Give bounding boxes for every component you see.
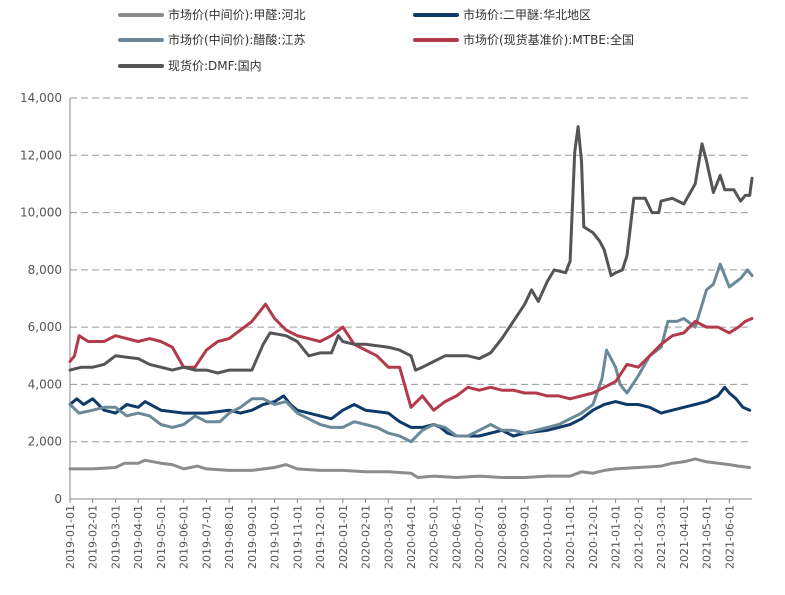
gridlines [70,97,752,443]
y-tick-label: 2,000 [28,435,62,449]
y-tick-label: 6,000 [28,320,62,334]
series-line-1 [68,457,752,479]
x-tick-label: 2019-04-01 [132,505,145,569]
x-tick-label: 2020-01-01 [337,505,350,569]
x-tick-label: 2021-06-01 [723,505,736,569]
x-tick-label: 2021-05-01 [701,505,714,569]
x-tick-label: 2021-04-01 [678,505,691,569]
x-tick-label: 2019-12-01 [314,505,327,569]
series-line-3 [68,262,754,444]
y-tick-label: 0 [54,492,62,506]
legend-label-1: 市场价(中间价):甲醛:河北 [168,7,305,22]
x-axis: 2019-01-01 2019-02-01 2019-03-01 2019-04-01… [64,498,752,569]
series-lines [68,125,754,479]
y-tick-label: 4,000 [28,377,62,391]
x-tick-label: 2019-03-01 [109,505,122,569]
legend-label-2: 市场价:二甲醚:华北地区 [463,7,591,22]
x-tick-label: 2019-10-01 [269,505,282,569]
x-tick-label: 2019-11-01 [291,505,304,569]
legend-label-4: 市场价(现货基准价):MTBE:全国 [463,32,634,47]
series-line-4 [68,302,754,412]
legend-label-3: 市场价(中间价):醋酸:江苏 [168,32,305,47]
x-tick-label: 2019-08-01 [223,505,236,569]
legend-label-5: 现货价:DMF:国内 [168,58,262,73]
y-tick-label: 14,000 [20,91,62,105]
x-tick-label: 2019-06-01 [178,505,191,569]
x-tick-label: 2019-07-01 [200,505,213,569]
x-tick-label: 2019-09-01 [246,505,259,569]
x-tick-label: 2020-11-01 [564,505,577,569]
x-tick-label: 2020-02-01 [360,505,373,569]
y-tick-label: 10,000 [20,206,62,220]
x-tick-label: 2020-04-01 [405,505,418,569]
x-tick-label: 2020-07-01 [473,505,486,569]
x-tick-label: 2019-05-01 [155,505,168,569]
x-tick-label: 2020-12-01 [587,505,600,569]
series-line-5 [68,125,754,375]
y-axis: 0 2,000 4,000 6,000 8,000 10,000 12,000 14,000 [20,91,71,506]
x-tick-label: 2020-10-01 [541,505,554,569]
x-tick-label: 2019-01-01 [64,505,77,569]
x-tick-label: 2020-08-01 [496,505,509,569]
x-tick-label: 2020-03-01 [382,505,395,569]
x-tick-label: 2021-01-01 [610,505,623,569]
legend: 市场价(中间价):甲醛:河北 市场价:二甲醚:华北地区市场价(中间价):醋酸:江苏… [118,7,634,73]
y-tick-label: 8,000 [28,263,62,277]
x-tick-label: 2021-03-01 [655,505,668,569]
x-tick-label: 2020-05-01 [428,505,441,569]
x-tick-label: 2020-09-01 [519,505,532,569]
x-tick-label: 2020-06-01 [450,505,463,569]
x-tick-label: 2021-02-01 [632,505,645,569]
x-tick-label: 2019-02-01 [87,505,100,569]
y-tick-label: 12,000 [20,148,62,162]
